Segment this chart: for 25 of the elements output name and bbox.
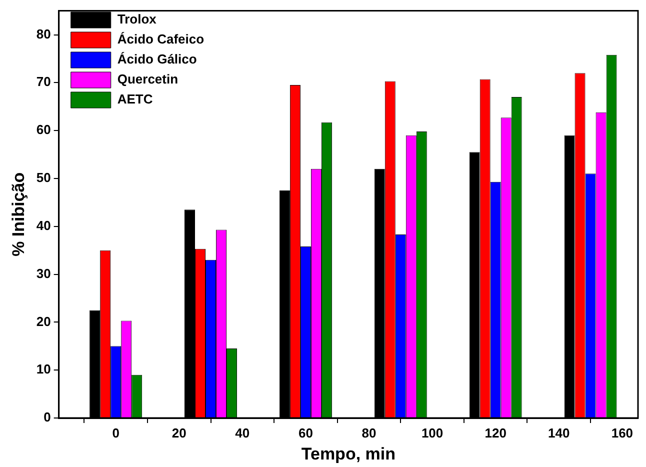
- x-tick-label: 20: [172, 425, 186, 440]
- y-tick-label: 20: [36, 314, 51, 329]
- x-tick-label: 140: [548, 425, 570, 440]
- legend-label: AETC: [117, 92, 154, 107]
- legend-label: Trolox: [117, 12, 158, 27]
- y-tick-label: 50: [36, 170, 51, 186]
- legend-label: Ácido Cafeico: [117, 32, 204, 47]
- y-tick-label: 80: [36, 26, 51, 42]
- x-tick-label: 40: [235, 425, 250, 440]
- x-axis-title: Tempo, min: [301, 444, 396, 464]
- legend-label: Ácido Gálico: [117, 52, 197, 67]
- x-tick-label: 0: [112, 425, 120, 440]
- x-tick-label: 120: [484, 425, 506, 440]
- y-tick-label: 0: [44, 410, 51, 425]
- y-tick-label: 40: [36, 218, 51, 233]
- x-tick-label: 160: [611, 425, 634, 440]
- y-tick-label: 30: [36, 266, 51, 281]
- x-tick-label: 60: [298, 425, 313, 440]
- x-tick-label: 80: [362, 425, 376, 440]
- x-tick-label: 100: [421, 425, 444, 440]
- y-axis-title: % Inibição: [8, 172, 28, 256]
- y-tick-label: 60: [36, 122, 51, 138]
- y-tick-label: 70: [36, 74, 51, 90]
- legend-label: Quercetin: [117, 72, 178, 87]
- y-tick-label: 10: [36, 362, 51, 377]
